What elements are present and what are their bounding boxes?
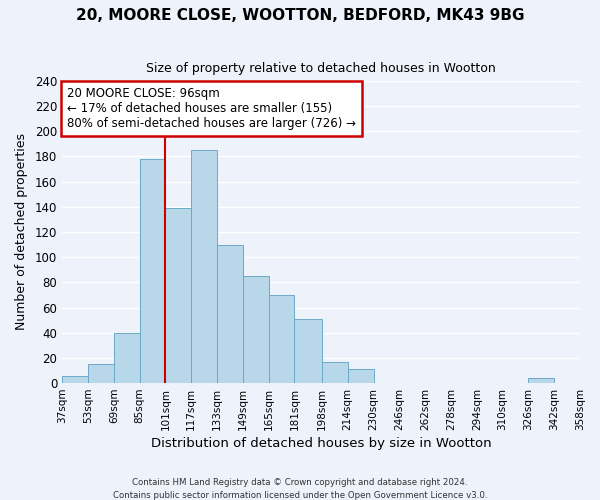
Bar — [243, 276, 269, 383]
Text: 20 MOORE CLOSE: 96sqm
← 17% of detached houses are smaller (155)
80% of semi-det: 20 MOORE CLOSE: 96sqm ← 17% of detached … — [67, 87, 356, 130]
Bar — [529, 378, 554, 383]
Bar — [166, 208, 191, 383]
Y-axis label: Number of detached properties: Number of detached properties — [15, 134, 28, 330]
X-axis label: Distribution of detached houses by size in Wootton: Distribution of detached houses by size … — [151, 437, 491, 450]
Bar — [140, 159, 166, 383]
Text: 20, MOORE CLOSE, WOOTTON, BEDFORD, MK43 9BG: 20, MOORE CLOSE, WOOTTON, BEDFORD, MK43 … — [76, 8, 524, 22]
Text: Contains HM Land Registry data © Crown copyright and database right 2024.
Contai: Contains HM Land Registry data © Crown c… — [113, 478, 487, 500]
Bar — [88, 364, 114, 383]
Bar — [191, 150, 217, 383]
Bar — [322, 362, 348, 383]
Bar — [269, 295, 295, 383]
Bar — [295, 319, 322, 383]
Bar — [348, 369, 374, 383]
Bar — [114, 332, 140, 383]
Title: Size of property relative to detached houses in Wootton: Size of property relative to detached ho… — [146, 62, 496, 76]
Bar — [62, 376, 88, 383]
Bar — [217, 244, 243, 383]
